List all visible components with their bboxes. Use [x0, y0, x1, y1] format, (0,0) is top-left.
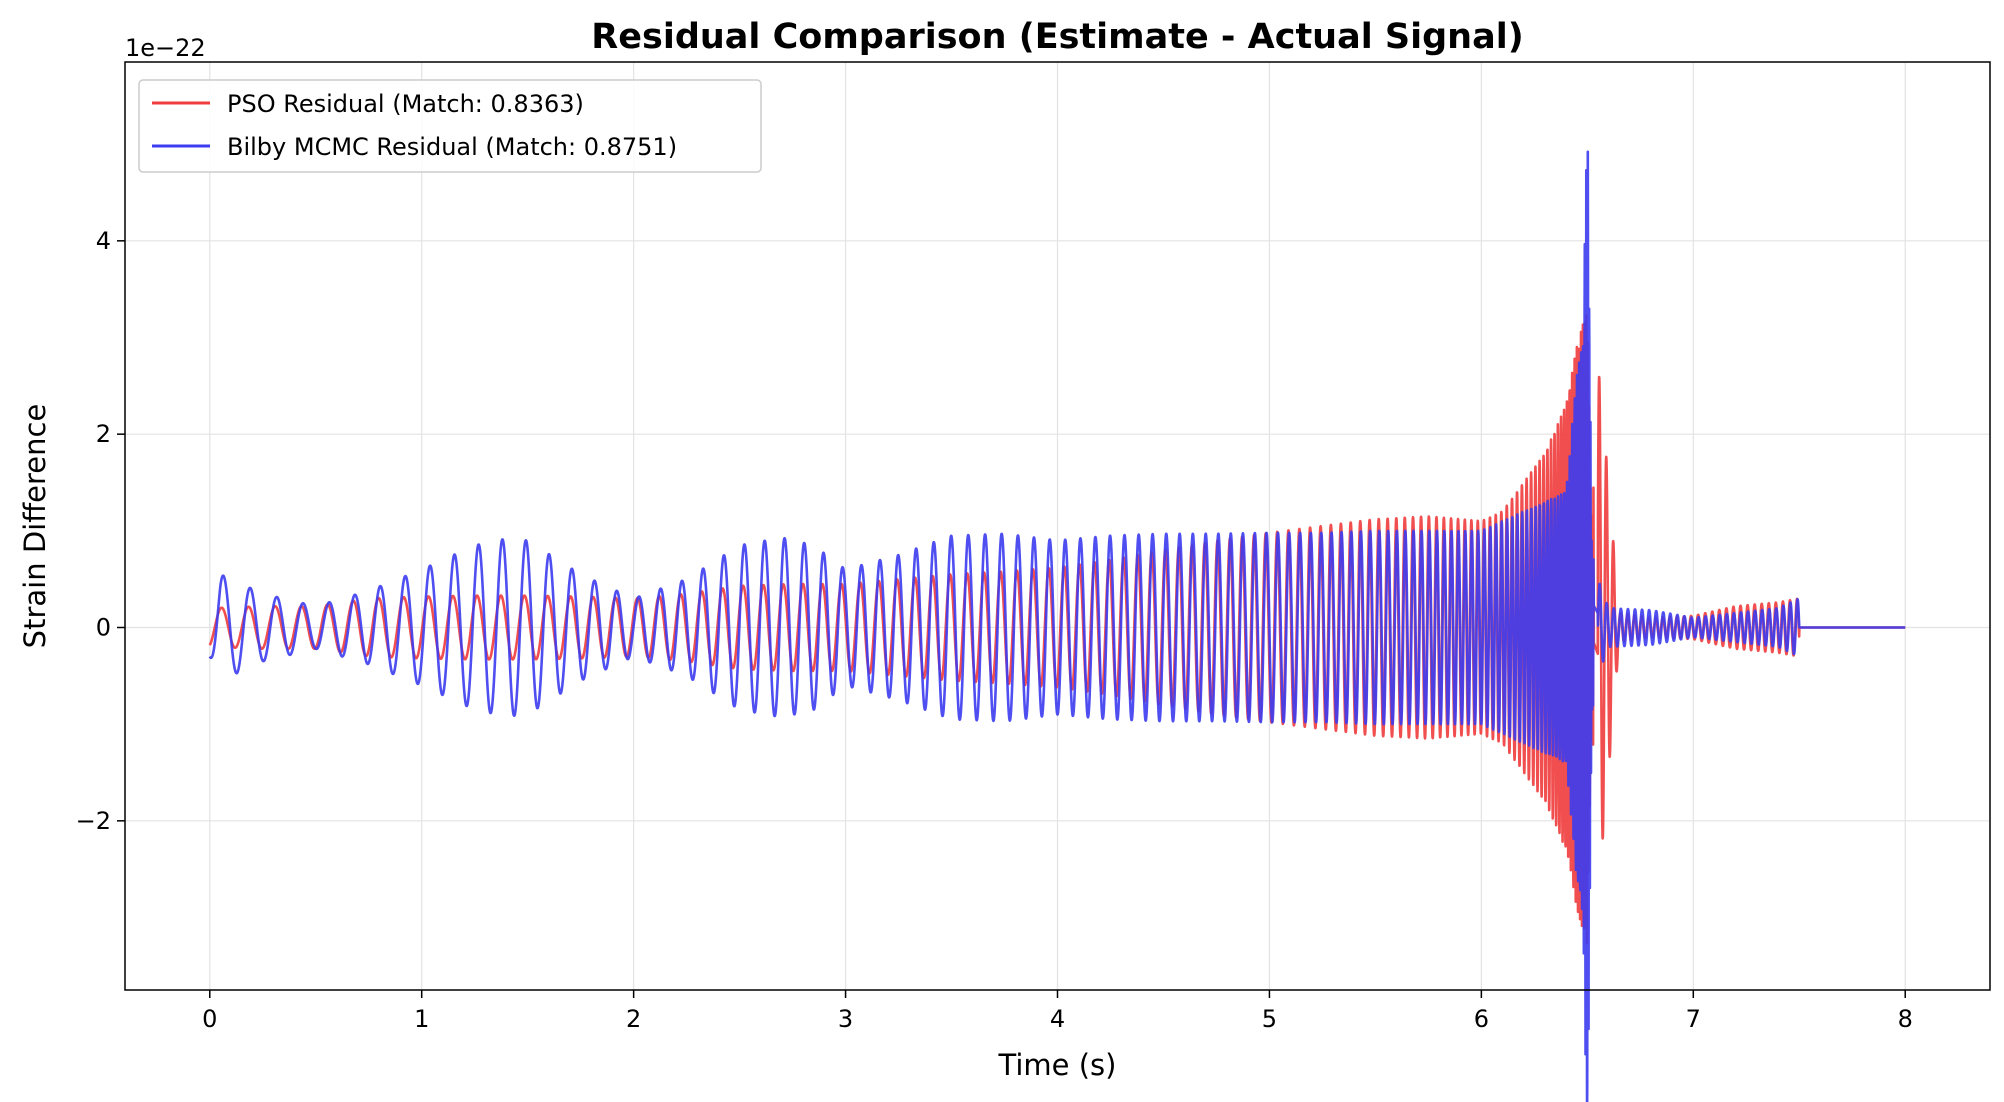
y-tick-label: 4 — [96, 227, 111, 255]
y-tick-label: 2 — [96, 420, 111, 448]
legend-box — [138, 79, 762, 173]
legend-label-bilby: Bilby MCMC Residual (Match: 0.8751) — [227, 133, 677, 161]
y-axis-title: Strain Difference — [18, 404, 52, 649]
x-tick-label: 7 — [1686, 1005, 1701, 1033]
x-tick-label: 2 — [626, 1005, 641, 1033]
x-tick-label: 3 — [838, 1005, 853, 1033]
legend-label-pso: PSO Residual (Match: 0.8363) — [227, 90, 584, 118]
x-tick-label: 0 — [202, 1005, 217, 1033]
x-tick-label: 8 — [1898, 1005, 1913, 1033]
y-axis-offset-label: 1e−22 — [125, 34, 206, 62]
x-tick-label: 6 — [1474, 1005, 1489, 1033]
y-axis-ticks: −2 0 2 4 — [76, 227, 125, 835]
x-tick-label: 5 — [1262, 1005, 1277, 1033]
legend: PSO Residual (Match: 0.8363) Bilby MCMC … — [138, 79, 762, 173]
x-tick-label: 1 — [414, 1005, 429, 1033]
y-tick-label: 0 — [96, 614, 111, 642]
series-line-bilby — [208, 150, 1907, 1102]
series-layer — [208, 150, 1907, 1102]
x-tick-label: 4 — [1050, 1005, 1065, 1033]
chart-title: Residual Comparison (Estimate - Actual S… — [591, 17, 1523, 57]
x-axis-title: Time (s) — [998, 1048, 1117, 1082]
x-axis-ticks: 0 1 2 3 4 5 6 7 8 — [202, 990, 1913, 1033]
y-tick-label: −2 — [76, 807, 111, 835]
grid — [125, 62, 1990, 990]
